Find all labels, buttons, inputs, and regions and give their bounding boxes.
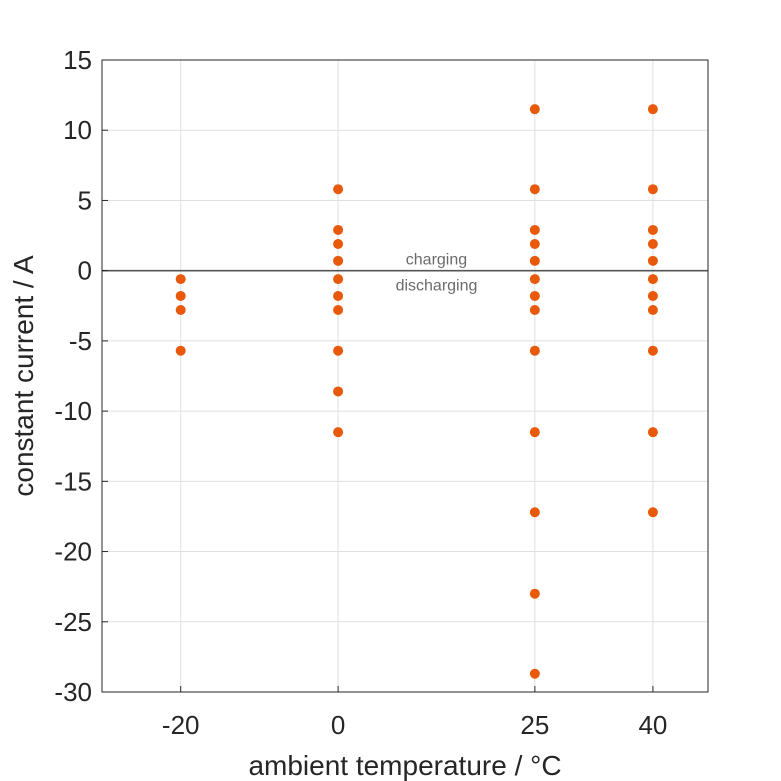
data-point: [647, 427, 658, 438]
x-axis-ticks: -20 0 25 40: [162, 686, 667, 740]
data-point: [647, 255, 658, 266]
data-point: [647, 184, 658, 195]
data-point: [175, 345, 186, 356]
data-point: [333, 386, 344, 397]
x-tick-label: 25: [520, 710, 549, 740]
x-tick-label: 40: [638, 710, 667, 740]
y-tick-label: -20: [54, 537, 92, 567]
discharging-annotation: discharging: [396, 278, 478, 295]
data-point: [529, 345, 540, 356]
data-point: [529, 104, 540, 115]
data-point: [333, 184, 344, 195]
data-point: [529, 224, 540, 235]
charging-annotation: charging: [406, 252, 467, 269]
data-point: [529, 274, 540, 285]
y-tick-label: 10: [63, 115, 92, 145]
data-point: [529, 290, 540, 301]
data-point: [333, 238, 344, 249]
data-point: [175, 290, 186, 301]
x-axis-title: ambient temperature / °C: [248, 750, 561, 781]
y-tick-label: 5: [78, 185, 92, 215]
data-point: [333, 427, 344, 438]
y-tick-label: 15: [63, 45, 92, 75]
data-point: [529, 427, 540, 438]
data-point: [175, 274, 186, 285]
data-points: [175, 104, 658, 679]
data-point: [529, 255, 540, 266]
y-axis-ticks: 15 10 5 0 -5 -10 -15 -20 -25 -30: [54, 45, 108, 707]
data-point: [333, 304, 344, 315]
data-point: [647, 224, 658, 235]
x-tick-label: -20: [162, 710, 200, 740]
data-point: [647, 345, 658, 356]
data-point: [333, 255, 344, 266]
data-point: [175, 304, 186, 315]
data-point: [647, 507, 658, 518]
y-tick-label: -30: [54, 677, 92, 707]
y-axis-title: constant current / A: [8, 255, 39, 497]
data-point: [333, 224, 344, 235]
x-tick-label: 0: [331, 710, 345, 740]
data-point: [647, 290, 658, 301]
y-tick-label: -15: [54, 466, 92, 496]
y-tick-label: -10: [54, 396, 92, 426]
data-point: [529, 238, 540, 249]
y-tick-label: 0: [78, 256, 92, 286]
data-point: [333, 345, 344, 356]
data-point: [647, 304, 658, 315]
data-point: [529, 304, 540, 315]
y-tick-label: -25: [54, 607, 92, 637]
data-point: [529, 507, 540, 518]
plot-frame: [101, 59, 709, 693]
data-point: [529, 184, 540, 195]
data-point: [647, 104, 658, 115]
data-point: [647, 238, 658, 249]
data-point: [529, 668, 540, 679]
grid: [102, 59, 708, 693]
data-point: [333, 290, 344, 301]
data-point: [647, 274, 658, 285]
data-point: [529, 588, 540, 599]
y-tick-label: -5: [69, 326, 92, 356]
data-point: [333, 274, 344, 285]
